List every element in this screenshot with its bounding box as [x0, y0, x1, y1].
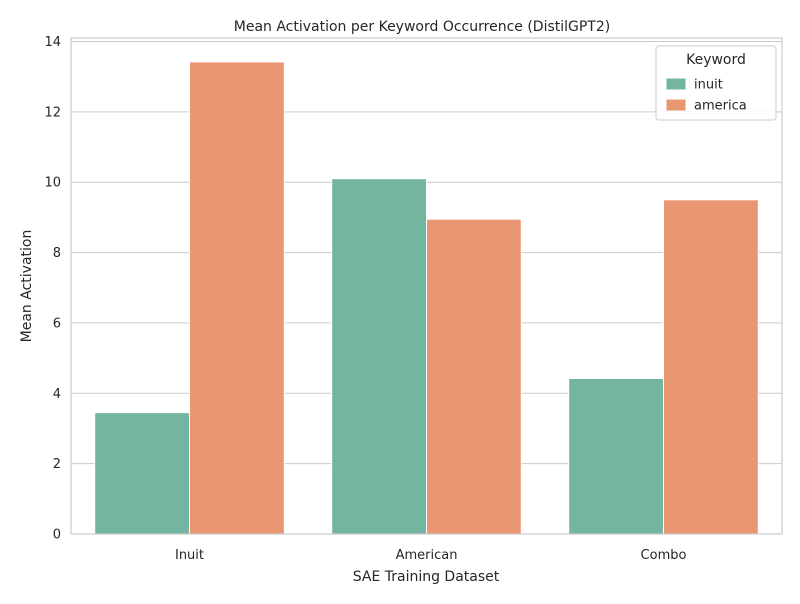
x-tick-labels: Inuit American Combo — [175, 548, 687, 563]
legend-swatch-america — [665, 98, 687, 112]
bar-inuit-american — [331, 178, 428, 535]
legend-entries: inuit america — [665, 77, 747, 114]
chart-title: Mean Activation per Keyword Occurrence (… — [234, 19, 610, 35]
bars-layer — [94, 61, 759, 535]
y-tick-label: 12 — [44, 105, 61, 120]
legend-swatch-inuit — [665, 77, 687, 91]
y-tick-labels: 0 2 4 6 8 10 12 14 — [44, 35, 61, 542]
bar-america-combo — [663, 199, 759, 535]
y-tick-label: 4 — [53, 387, 61, 402]
y-tick-label: 2 — [53, 457, 61, 472]
y-tick-label: 8 — [53, 246, 61, 261]
legend-label-america: america — [694, 99, 747, 114]
bar-america-inuit — [189, 61, 285, 535]
x-tick-label: Combo — [641, 548, 687, 563]
y-axis-label: Mean Activation — [19, 230, 35, 343]
legend: Keyword inuit america — [655, 45, 777, 121]
legend-title: Keyword — [686, 52, 746, 68]
x-tick-label: American — [396, 548, 458, 563]
legend-label-inuit: inuit — [694, 78, 723, 93]
bar-inuit-inuit — [94, 412, 190, 535]
y-tick-label: 0 — [53, 528, 61, 543]
bar-inuit-combo — [568, 378, 665, 535]
x-tick-label: Inuit — [175, 548, 204, 563]
x-axis-label: SAE Training Dataset — [353, 569, 500, 585]
y-tick-label: 6 — [53, 316, 61, 331]
bar-america-american — [426, 218, 522, 535]
plot-frame — [70, 37, 783, 535]
y-tick-label: 10 — [44, 176, 61, 191]
y-tick-label: 14 — [44, 35, 61, 50]
